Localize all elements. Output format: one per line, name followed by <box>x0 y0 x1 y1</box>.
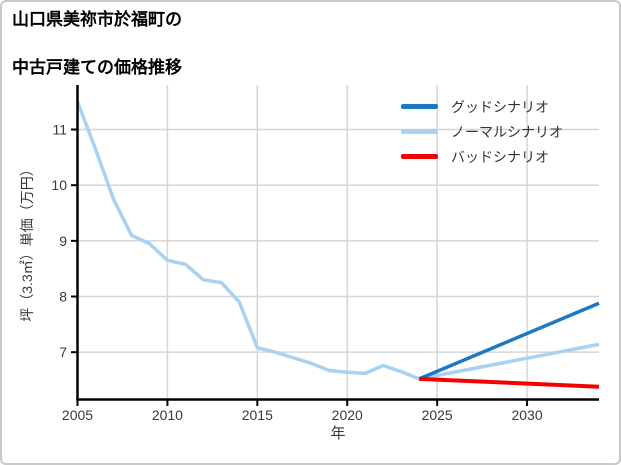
x-tick-label: 2015 <box>242 407 273 423</box>
page-title: 山口県美祢市於福町の 中古戸建ての価格推移 <box>12 8 182 80</box>
y-tick-label: 11 <box>52 122 67 138</box>
legend-item-normal-scenario: ノーマルシナリオ <box>401 119 563 144</box>
legend-item-bad-scenario: バッドシナリオ <box>401 144 563 169</box>
y-tick-label: 10 <box>51 177 67 193</box>
x-tick-label: 2030 <box>511 407 542 423</box>
page-title-line2: 中古戸建ての価格推移 <box>12 58 182 77</box>
legend-item-good-scenario: グッドシナリオ <box>401 94 563 119</box>
x-tick-label: 2025 <box>422 407 453 423</box>
normal-scenario-line-icon <box>401 129 438 134</box>
good-scenario-line <box>418 301 600 381</box>
legend-label-good-scenario: グッドシナリオ <box>451 98 549 115</box>
good-scenario-line-icon <box>401 104 438 109</box>
legend-label-normal-scenario: ノーマルシナリオ <box>451 123 563 140</box>
legend-label-bad-scenario: バッドシナリオ <box>451 148 549 165</box>
bad-scenario-line-icon <box>401 154 438 159</box>
x-tick-label: 2010 <box>152 407 183 423</box>
history-line <box>75 101 420 381</box>
y-tick-label: 7 <box>59 344 67 360</box>
x-tick-label: 2005 <box>62 407 93 423</box>
page-title-line1: 山口県美祢市於福町の <box>12 10 182 29</box>
normal-scenario-line <box>418 342 600 381</box>
legend: グッドシナリオ ノーマルシナリオ バッドシナリオ <box>401 94 563 169</box>
x-tick-label: 2020 <box>332 407 363 423</box>
y-axis-label: 坪（3.3㎡）単価（万円） <box>19 162 35 322</box>
x-axis-label: 年 <box>330 425 346 442</box>
y-tick-label: 9 <box>59 233 67 249</box>
bad-scenario-line <box>419 376 600 389</box>
y-tick-label: 8 <box>59 289 67 305</box>
